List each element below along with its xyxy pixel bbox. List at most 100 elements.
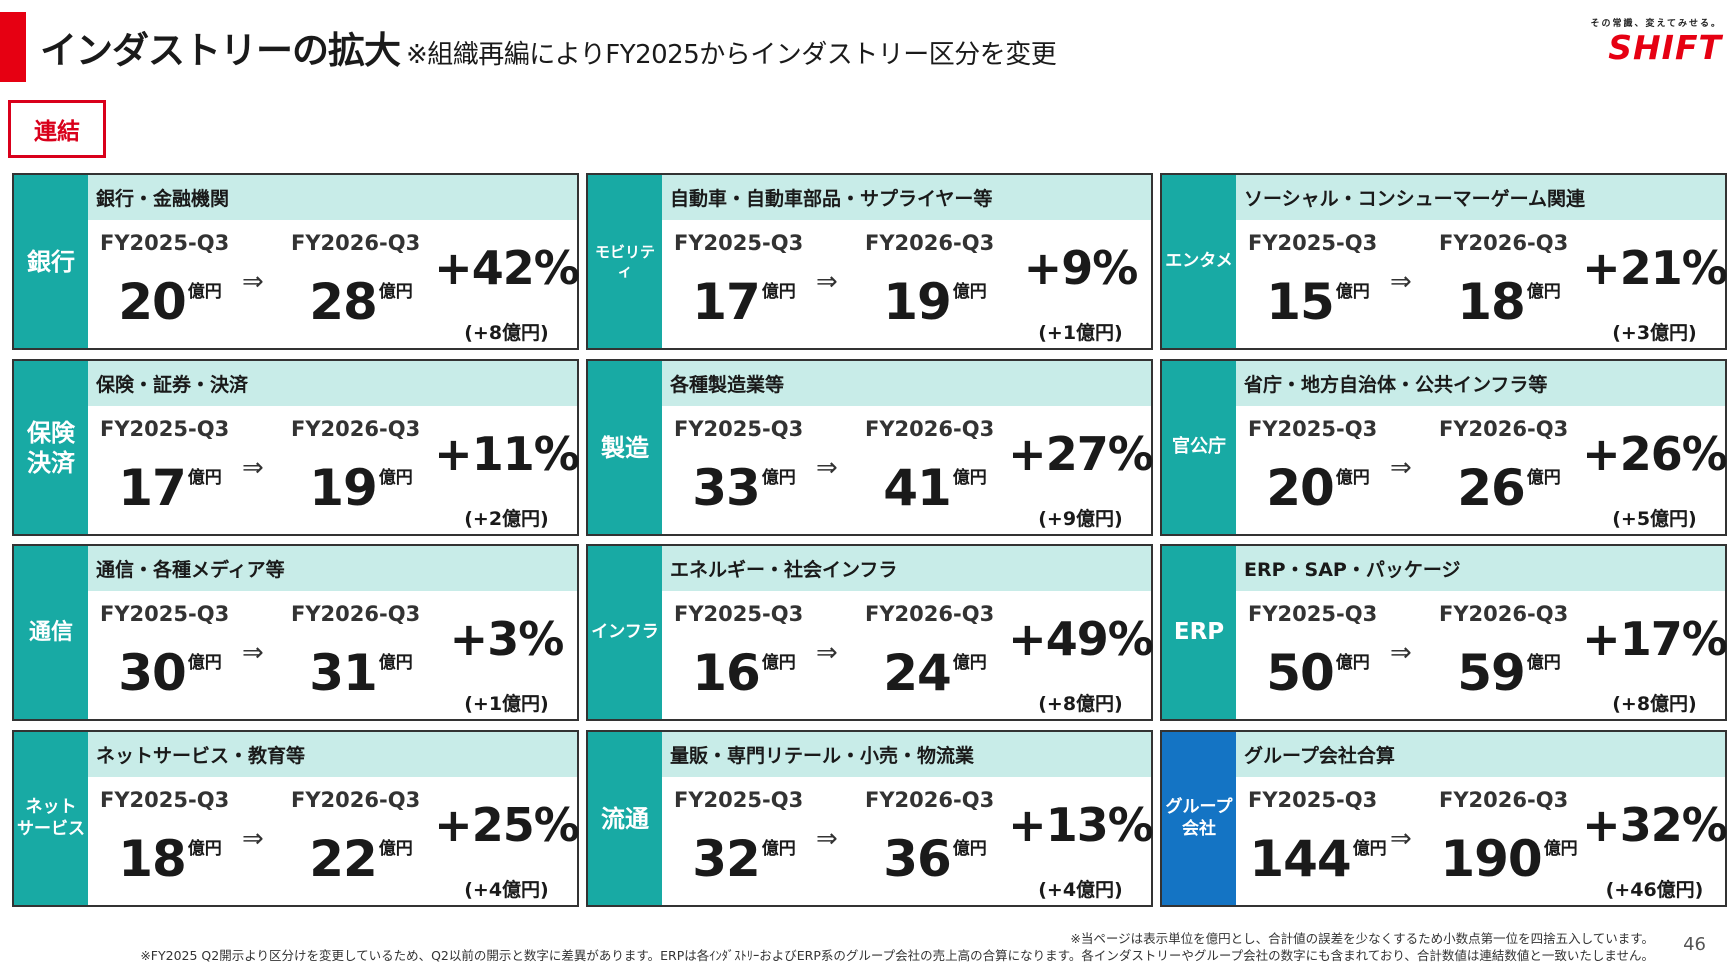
unit-label: 億円: [761, 282, 796, 302]
value-to: 36 億円: [865, 830, 1005, 888]
value-to-number: 31: [309, 644, 378, 702]
unit-label: 億円: [952, 282, 987, 302]
title-main: インダストリーの拡大: [40, 29, 401, 72]
industry-label: 銀行: [14, 175, 88, 348]
value-from-number: 30: [118, 644, 187, 702]
unit-label: 億円: [1335, 653, 1370, 673]
unit-label: 億円: [1526, 282, 1561, 302]
growth-amount: (+8億円): [1038, 693, 1123, 715]
value-from-number: 16: [692, 644, 761, 702]
period-from-label: FY2025-Q3: [1248, 602, 1378, 626]
value-to: 22 億円: [291, 830, 431, 888]
industry-grid: 銀行 銀行・金融機関 FY2025-Q3 FY2026-Q3 ⇒ 20 億円 28 億円 +42%…: [12, 173, 1728, 908]
arrow-icon: ⇒: [1390, 453, 1412, 483]
unit-label: 億円: [378, 653, 413, 673]
value-from-number: 33: [692, 459, 761, 517]
industry-card: ERP ERP・SAP・パッケージ FY2025-Q3 FY2026-Q3 ⇒ 50 億円 5…: [1160, 544, 1728, 721]
value-to: 24 億円: [865, 644, 1005, 702]
unit-label: 億円: [952, 653, 987, 673]
period-from-label: FY2025-Q3: [674, 231, 804, 255]
value-to-number: 24: [883, 644, 952, 702]
value-from-number: 32: [692, 830, 761, 888]
value-to: 26 億円: [1439, 459, 1579, 517]
period-from-label: FY2025-Q3: [100, 602, 230, 626]
unit-label: 億円: [187, 468, 222, 488]
industry-description: 保険・証券・決済: [88, 361, 577, 406]
value-to-number: 19: [883, 273, 952, 331]
unit-label: 億円: [378, 468, 413, 488]
arrow-icon: ⇒: [816, 638, 838, 668]
growth-amount: (+4億円): [1038, 879, 1123, 901]
period-to-label: FY2026-Q3: [865, 602, 995, 626]
value-to-number: 18: [1457, 273, 1526, 331]
growth-amount: (+9億円): [1038, 508, 1123, 530]
arrow-icon: ⇒: [1390, 824, 1412, 854]
industry-card: 流通 量販・専門リテール・小売・物流業 FY2025-Q3 FY2026-Q3 ⇒ 32 億…: [586, 730, 1154, 907]
unit-label: 億円: [761, 839, 796, 859]
growth-percent: +17%: [1582, 612, 1728, 666]
industry-description: 自動車・自動車部品・サプライヤー等: [662, 175, 1151, 220]
industry-card: 通信 通信・各種メディア等 FY2025-Q3 FY2026-Q3 ⇒ 30 億円 31 億円 +…: [12, 544, 579, 721]
value-from: 16 億円: [674, 644, 814, 702]
footnote-2: ※FY2025 Q2開示より区分けを変更しているため、Q2以前の開示と数字に差異…: [140, 948, 1654, 963]
value-to-number: 22: [309, 830, 378, 888]
unit-label: 億円: [187, 839, 222, 859]
unit-label: 億円: [187, 653, 222, 673]
growth-percent: +11%: [434, 427, 580, 481]
value-to-number: 28: [309, 273, 378, 331]
industry-description: 銀行・金融機関: [88, 175, 577, 220]
growth-percent: +21%: [1582, 241, 1728, 295]
value-to-number: 26: [1457, 459, 1526, 517]
industry-label: 製造: [588, 361, 662, 534]
industry-card: 官公庁 省庁・地方自治体・公共インフラ等 FY2025-Q3 FY2026-Q3 ⇒ 20…: [1160, 359, 1728, 536]
unit-label: 億円: [1352, 839, 1387, 859]
unit-label: 億円: [952, 468, 987, 488]
period-from-label: FY2025-Q3: [1248, 231, 1378, 255]
period-to-label: FY2026-Q3: [1439, 417, 1569, 441]
period-to-label: FY2026-Q3: [865, 417, 995, 441]
value-to: 190 億円: [1439, 830, 1579, 888]
scope-badge: 連結: [8, 100, 106, 158]
industry-label: インフラ: [588, 546, 662, 719]
period-from-label: FY2025-Q3: [674, 788, 804, 812]
period-to-label: FY2026-Q3: [865, 788, 995, 812]
period-from-label: FY2025-Q3: [100, 788, 230, 812]
period-to-label: FY2026-Q3: [291, 788, 421, 812]
period-to-label: FY2026-Q3: [1439, 231, 1569, 255]
period-from-label: FY2025-Q3: [100, 417, 230, 441]
page-number: 46: [1683, 934, 1706, 955]
value-from-number: 17: [692, 273, 761, 331]
period-from-label: FY2025-Q3: [674, 602, 804, 626]
industry-card: エンタメ ソーシャル・コンシューマーゲーム関連 FY2025-Q3 FY2026-Q3…: [1160, 173, 1728, 350]
growth-amount: (+8億円): [464, 322, 549, 344]
unit-label: 億円: [952, 839, 987, 859]
unit-label: 億円: [761, 653, 796, 673]
value-from-number: 50: [1266, 644, 1335, 702]
unit-label: 億円: [1543, 839, 1578, 859]
industry-card: グループ 会社 グループ会社合算 FY2025-Q3 FY2026-Q3 ⇒ 144 億円 1…: [1160, 730, 1728, 907]
period-from-label: FY2025-Q3: [674, 417, 804, 441]
growth-percent: +32%: [1582, 798, 1728, 852]
period-to-label: FY2026-Q3: [1439, 788, 1569, 812]
arrow-icon: ⇒: [1390, 267, 1412, 297]
value-to: 41 億円: [865, 459, 1005, 517]
industry-label: 通信: [14, 546, 88, 719]
industry-label: 保険 決済: [14, 361, 88, 534]
industry-card: 保険 決済 保険・証券・決済 FY2025-Q3 FY2026-Q3 ⇒ 17 億円 19 億円…: [12, 359, 580, 536]
industry-description: 量販・専門リテール・小売・物流業: [662, 732, 1151, 777]
value-from: 33 億円: [674, 459, 814, 517]
unit-label: 億円: [1526, 468, 1561, 488]
industry-description: 通信・各種メディア等: [88, 546, 577, 591]
period-from-label: FY2025-Q3: [1248, 788, 1378, 812]
growth-percent: +9%: [1023, 241, 1139, 295]
value-from: 32 億円: [674, 830, 814, 888]
arrow-icon: ⇒: [242, 824, 264, 854]
industry-description: ソーシャル・コンシューマーゲーム関連: [1236, 175, 1725, 220]
value-from: 20 億円: [1248, 459, 1388, 517]
title-subtitle: ※組織再編によりFY2025からインダストリー区分を変更: [406, 40, 1057, 70]
industry-label: モビリティ: [588, 175, 662, 348]
growth-amount: (+46億円): [1605, 879, 1704, 901]
logo-wordmark: SHIFT: [1608, 28, 1722, 67]
growth-percent: +25%: [434, 798, 580, 852]
value-to-number: 41: [883, 459, 952, 517]
